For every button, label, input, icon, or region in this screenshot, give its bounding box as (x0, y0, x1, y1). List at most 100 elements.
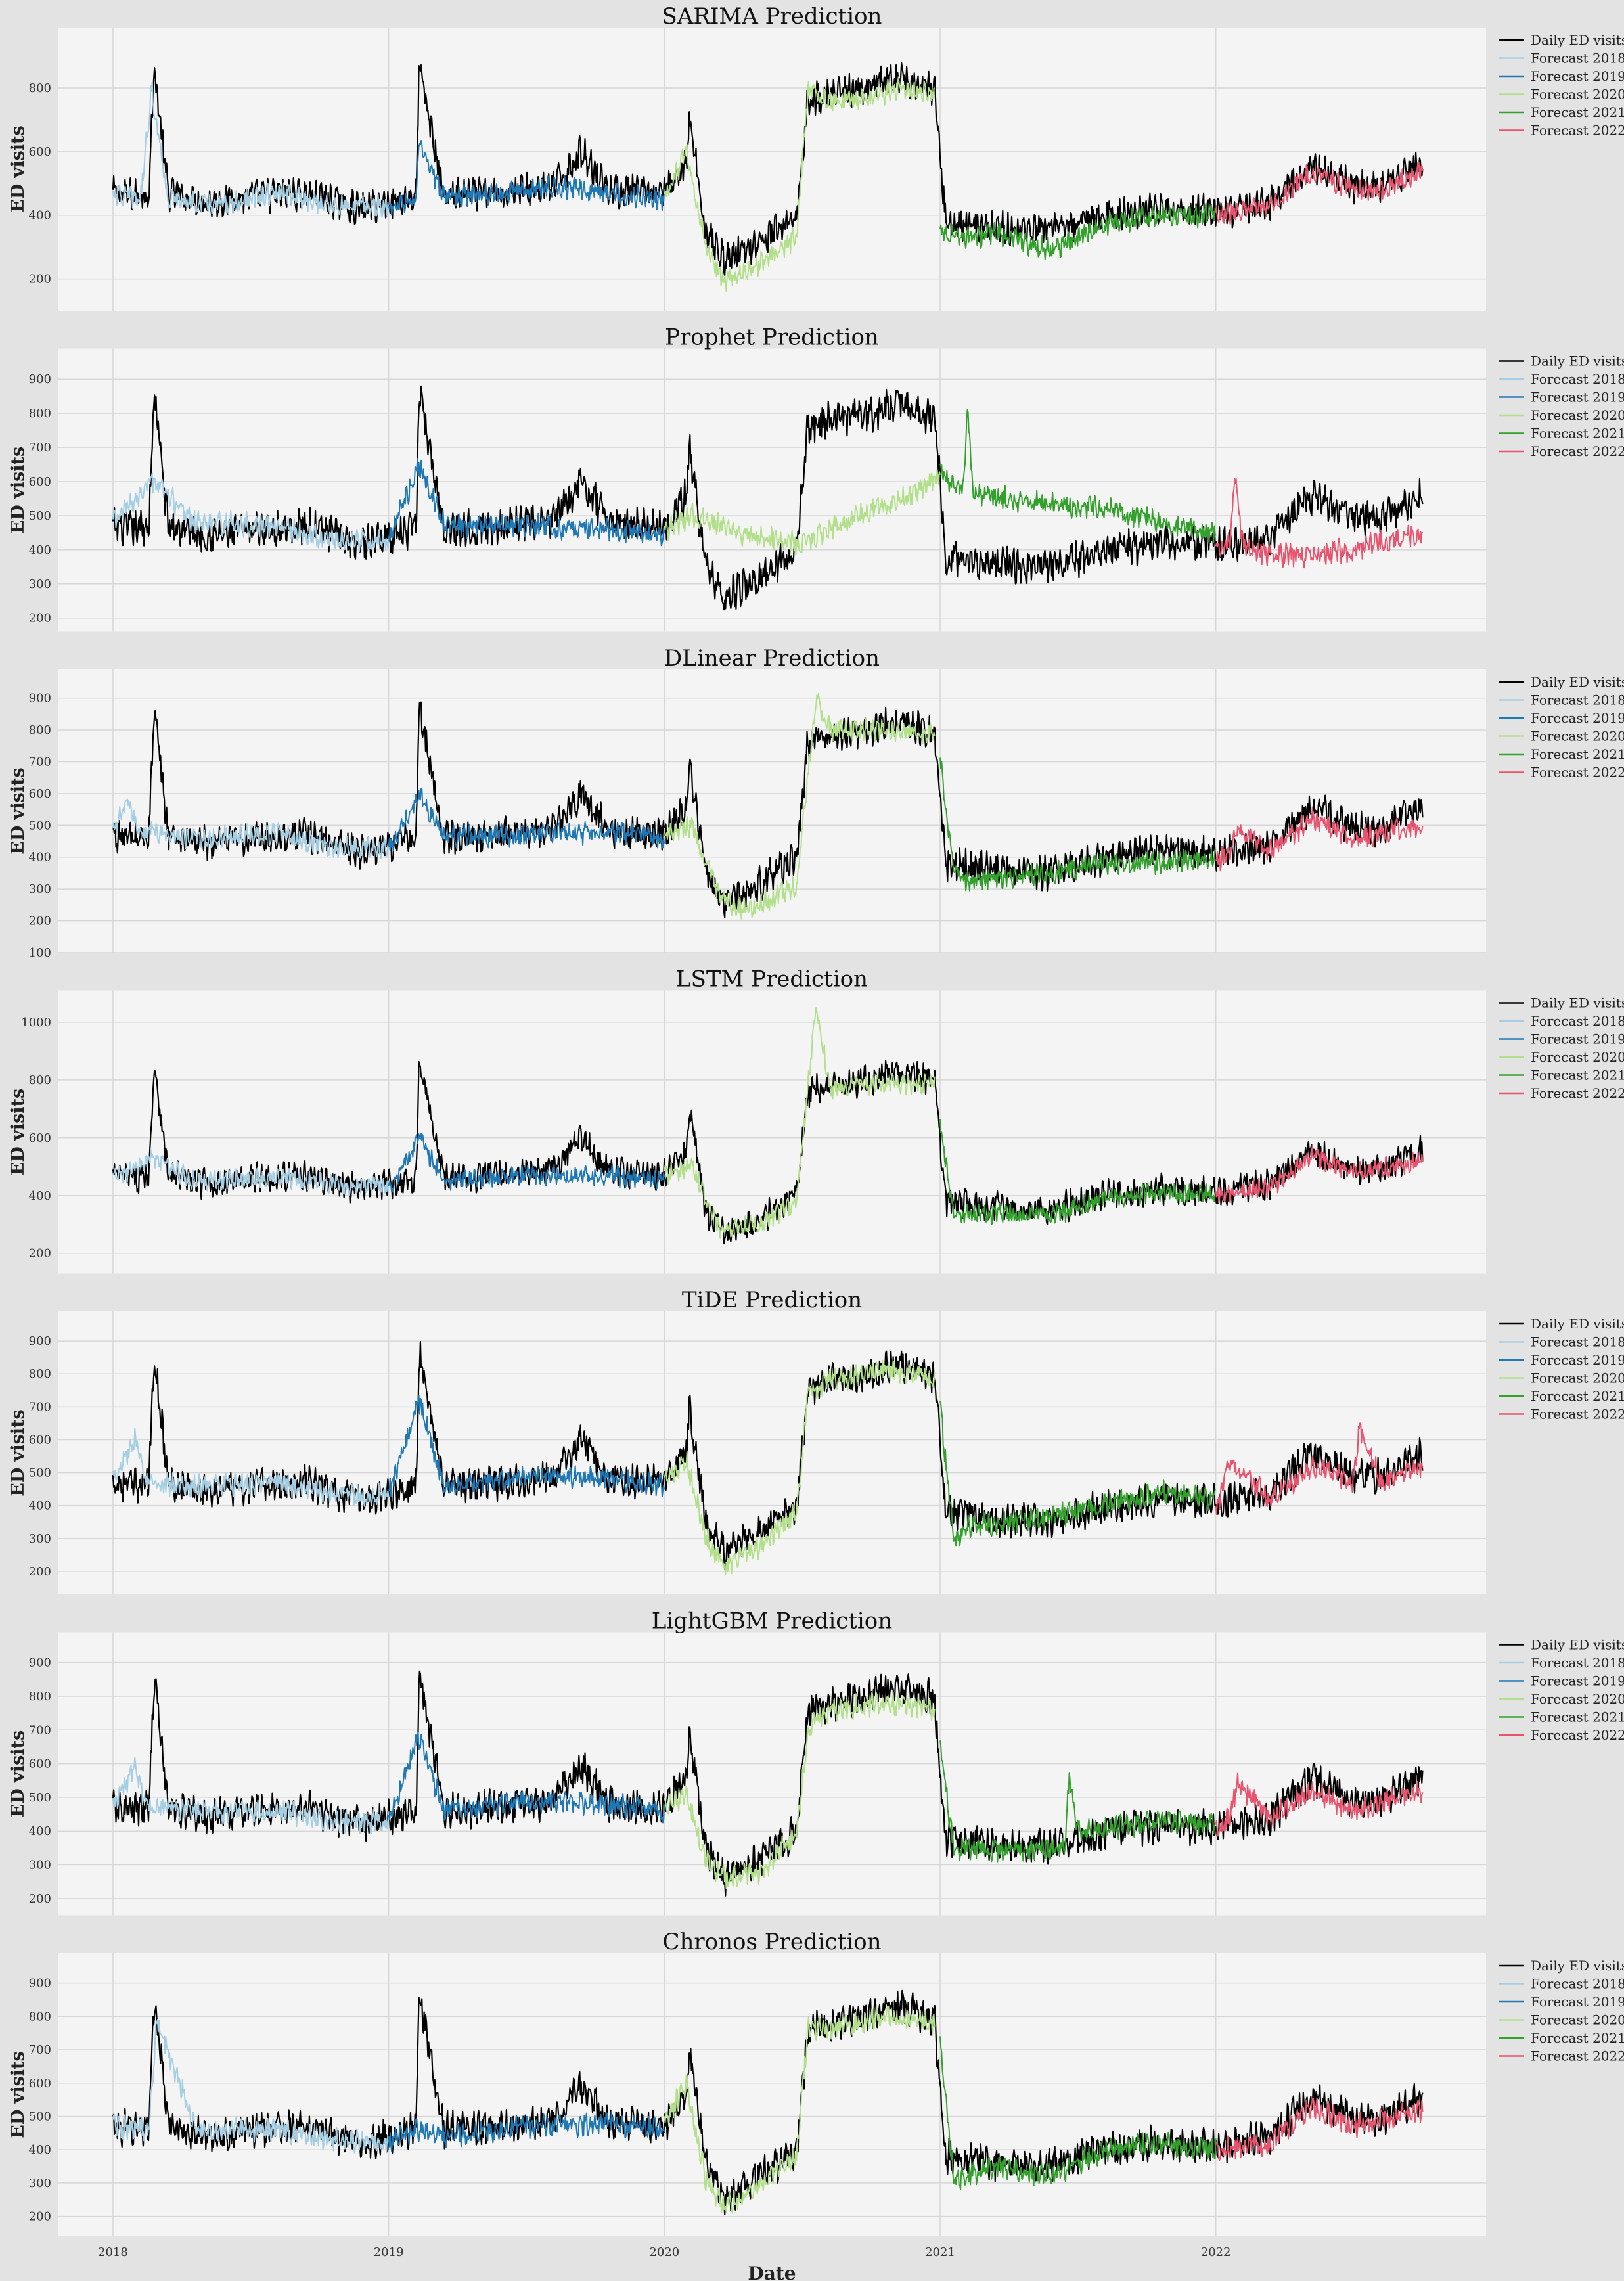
y-tick-label: 700 (29, 441, 51, 455)
y-axis-label: ED visits (8, 1089, 28, 1175)
chart-title: LSTM Prediction (676, 966, 868, 993)
y-tick-label: 300 (29, 2177, 51, 2190)
chart-panel-0: SARIMA Prediction 200 400 600 800 ED visits Da… (8, 3, 1624, 311)
series-line-5 (1215, 478, 1424, 569)
legend-entry: Forecast 2019 (1531, 1994, 1624, 2010)
legend-entry: Forecast 2020 (1531, 1049, 1624, 1065)
y-tick-label: 800 (29, 1073, 51, 1087)
y-axis-label: ED visits (8, 447, 28, 533)
legend-entry: Forecast 2019 (1531, 1352, 1624, 1368)
chart-title: TiDE Prediction (682, 1287, 862, 1313)
series-line-1 (112, 1427, 390, 1507)
chart-panel-1: Prophet Prediction 200 300 400 500 600 700 800 9… (8, 325, 1624, 632)
y-tick-label: 900 (29, 1977, 51, 1991)
series-line-2 (388, 788, 665, 851)
legend-entry: Daily ED visits (1531, 674, 1624, 690)
plot-area (58, 348, 1486, 632)
plot-area (58, 1311, 1486, 1594)
series-line-3 (664, 469, 941, 556)
y-tick-label: 900 (29, 692, 51, 706)
series-line-4 (939, 409, 1217, 544)
legend-entry: Forecast 2018 (1531, 1655, 1624, 1671)
y-tick-label: 400 (29, 1499, 51, 1513)
x-axis-label: Date (748, 2263, 796, 2281)
series-line-5 (1215, 1144, 1424, 1204)
y-tick-label: 600 (29, 787, 51, 801)
legend-entry: Daily ED visits (1531, 1637, 1624, 1653)
chart-panel-5: LightGBM Prediction 200 300 400 500 600 700 800… (8, 1608, 1624, 1916)
y-tick-label: 200 (29, 1565, 51, 1579)
plot-area (58, 990, 1486, 1274)
legend-entry: Forecast 2019 (1531, 390, 1624, 405)
y-tick-label: 700 (29, 2043, 51, 2057)
y-axis-label: ED visits (8, 1730, 28, 1817)
series-line-3 (664, 2006, 936, 2214)
y-tick-label: 500 (29, 1466, 51, 1480)
legend-entry: Forecast 2018 (1531, 1976, 1624, 1992)
legend-entry: Daily ED visits (1531, 1316, 1624, 1332)
legend-entry: Forecast 2021 (1531, 104, 1624, 120)
series-line-2 (388, 458, 665, 547)
y-tick-label: 200 (29, 1247, 51, 1261)
y-tick-label: 900 (29, 1334, 51, 1348)
y-tick-label: 300 (29, 577, 51, 591)
series-line-4 (939, 1401, 1216, 1547)
legend-entry: Daily ED visits (1531, 32, 1624, 48)
y-tick-label: 400 (29, 1824, 51, 1838)
series-line-2 (388, 2110, 665, 2152)
legend-entry: Forecast 2020 (1531, 407, 1624, 423)
series-line-1 (112, 2018, 390, 2154)
chart-panel-4: TiDE Prediction 200 300 400 500 600 700 800 900 E… (8, 1287, 1624, 1594)
chart-title: DLinear Prediction (664, 645, 880, 671)
series-line-0 (112, 1989, 1424, 2216)
y-tick-label: 600 (29, 1433, 51, 1447)
series-line-2 (388, 1731, 665, 1824)
y-tick-label: 800 (29, 2010, 51, 2023)
chart-title: SARIMA Prediction (662, 3, 882, 30)
y-tick-label: 300 (29, 882, 51, 896)
y-tick-label: 600 (29, 1757, 51, 1771)
y-tick-label: 700 (29, 1723, 51, 1737)
y-tick-label: 700 (29, 755, 51, 769)
chart-panel-3: LSTM Prediction 200 400 600 800 1000 ED visits… (8, 966, 1624, 1274)
y-axis-label: ED visits (8, 125, 28, 212)
y-tick-label: 200 (29, 2210, 51, 2224)
plot-area (58, 669, 1486, 953)
x-tick-label: 2022 (1201, 2246, 1231, 2259)
y-axis-label: ED visits (8, 2051, 28, 2138)
plot-area (58, 28, 1486, 311)
legend-entry: Forecast 2019 (1531, 710, 1624, 726)
legend-entry: Forecast 2020 (1531, 87, 1624, 102)
y-tick-label: 600 (29, 475, 51, 489)
legend-entry: Forecast 2022 (1531, 1085, 1624, 1101)
legend-entry: Forecast 2021 (1531, 1709, 1624, 1725)
chart-panel-2: DLinear Prediction 100 200 300 400 500 600 700 8… (8, 645, 1624, 960)
series-line-3 (664, 1359, 936, 1575)
chart-title: LightGBM Prediction (652, 1608, 892, 1635)
series-line-5 (1215, 162, 1424, 225)
series-line-1 (112, 798, 390, 859)
y-tick-label: 400 (29, 543, 51, 557)
series-line-4 (939, 1740, 1217, 1863)
y-tick-label: 200 (29, 612, 51, 625)
series-line-4 (939, 757, 1217, 892)
y-tick-label: 400 (29, 851, 51, 865)
legend-entry: Forecast 2018 (1531, 1334, 1624, 1350)
legend-entry: Forecast 2018 (1531, 692, 1624, 708)
series-line-1 (112, 472, 390, 553)
y-tick-label: 800 (29, 1690, 51, 1704)
legend-entry: Forecast 2019 (1531, 1673, 1624, 1689)
legend-entry: Forecast 2022 (1531, 765, 1624, 780)
y-tick-label: 900 (29, 1656, 51, 1670)
legend-entry: Daily ED visits (1531, 1958, 1624, 1974)
series-line-2 (388, 1133, 665, 1193)
y-tick-label: 600 (29, 145, 51, 159)
y-tick-label: 400 (29, 2143, 51, 2157)
legend-entry: Forecast 2020 (1531, 1370, 1624, 1386)
chart-panel-6: Chronos Prediction 200 300 400 500 600 700 800 9… (8, 1929, 1624, 2281)
legend-entry: Forecast 2019 (1531, 68, 1624, 84)
series-line-3 (664, 1007, 936, 1239)
legend-entry: Forecast 2020 (1531, 2012, 1624, 2028)
y-tick-label: 400 (29, 1189, 51, 1203)
